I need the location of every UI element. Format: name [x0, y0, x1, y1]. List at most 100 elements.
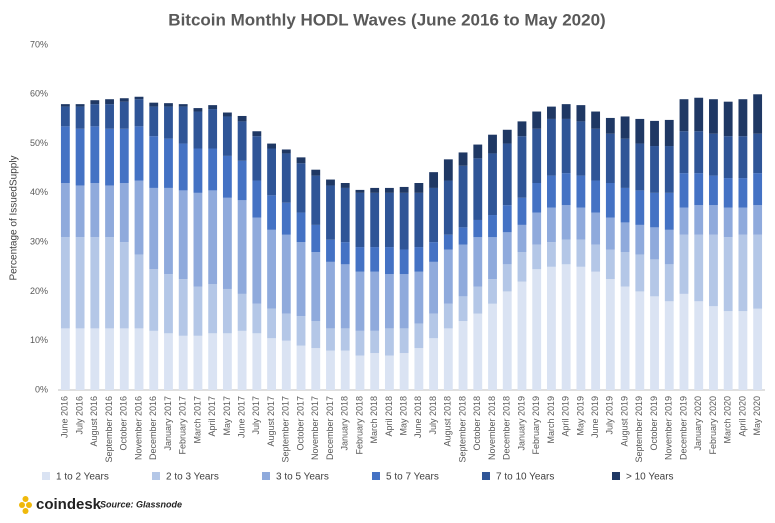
bar-segment — [149, 269, 159, 331]
bar-segment — [296, 242, 306, 317]
bar-segment — [694, 205, 704, 235]
bar-segment — [473, 237, 483, 287]
bar-segment — [208, 284, 218, 334]
bar-segment — [738, 178, 748, 208]
bar-segment — [443, 234, 453, 250]
bar-segment — [664, 192, 674, 230]
bar-segment — [709, 234, 718, 307]
bar-segment — [605, 249, 615, 280]
x-tick-label: February 2017 — [178, 396, 188, 455]
bar-segment — [252, 303, 262, 334]
bar-segment — [591, 180, 601, 213]
bar-segment — [488, 134, 497, 154]
bar-segment — [605, 217, 615, 250]
legend-label: 5 to 7 Years — [386, 472, 439, 483]
bar-segment — [605, 183, 615, 218]
x-tick-label: May 2017 — [222, 396, 232, 436]
bar-segment — [561, 173, 571, 206]
bar-segment — [517, 281, 527, 390]
bar-segment — [237, 115, 247, 122]
bar-segment — [517, 136, 527, 198]
bar-segment — [252, 333, 262, 390]
bar-segment — [311, 224, 321, 252]
x-tick-label: April 2017 — [207, 396, 217, 437]
x-tick-label: November 2019 — [664, 396, 674, 460]
bar-segment — [547, 266, 556, 390]
bar-segment — [281, 340, 291, 390]
bar-segment — [384, 192, 394, 248]
bar-segment — [694, 301, 704, 390]
bar-segment — [738, 136, 748, 179]
bar-segment — [664, 229, 674, 265]
x-tick-label: January 2017 — [163, 396, 173, 451]
x-tick-label: July 2018 — [428, 396, 438, 435]
bar-segment — [326, 239, 335, 262]
bar-segment — [326, 328, 335, 351]
bar-segment — [753, 308, 763, 390]
bar-segment — [281, 202, 291, 235]
bar-segment — [738, 311, 748, 390]
bar-segment — [237, 121, 247, 161]
legend-swatch — [482, 472, 490, 480]
legend-swatch — [372, 472, 380, 480]
bar-segment — [650, 227, 659, 260]
bar-segment — [134, 126, 144, 181]
bar-segment — [164, 138, 173, 188]
bar-segment — [208, 190, 218, 285]
bar-segment — [208, 109, 218, 149]
bar-segment — [473, 219, 483, 238]
bar-segment — [311, 169, 321, 176]
bar-segment — [164, 187, 173, 275]
bar-segment — [193, 286, 203, 336]
bar-segment — [370, 247, 380, 272]
bar-segment — [208, 105, 218, 110]
bar-segment — [149, 330, 159, 390]
bar-segment — [679, 131, 689, 174]
bar-segment — [237, 160, 247, 201]
bar-segment — [355, 189, 365, 193]
bar-segment — [208, 148, 218, 191]
bar-segment — [90, 104, 100, 127]
bar-segment — [738, 234, 748, 312]
bar-segment — [296, 157, 306, 164]
bar-segment — [650, 192, 659, 228]
bar-segment — [547, 118, 556, 176]
bar-segment — [311, 321, 321, 349]
bar-segment — [281, 153, 291, 203]
source-note: Source: Glassnode — [100, 499, 182, 509]
x-tick-label: September 2018 — [457, 396, 467, 463]
bar-segment — [517, 224, 527, 252]
bar-segment — [399, 192, 409, 250]
x-tick-label: March 2019 — [546, 396, 556, 444]
bar-segment — [384, 274, 394, 329]
bar-segment — [753, 94, 763, 134]
bar-segment — [576, 121, 586, 176]
x-tick-label: January 2020 — [693, 396, 703, 451]
bar-segment — [60, 104, 70, 107]
bar-segment — [738, 207, 748, 235]
bar-segment — [591, 244, 601, 272]
x-tick-label: February 2020 — [708, 396, 718, 455]
bar-segment — [753, 234, 763, 309]
bar-segment — [90, 237, 100, 329]
bar-segment — [488, 215, 497, 238]
x-tick-label: September 2019 — [634, 396, 644, 463]
bar-segment — [193, 108, 203, 112]
bar-segment — [429, 313, 439, 339]
brand: coindesk — [36, 496, 102, 513]
bar-segment — [414, 271, 424, 324]
bar-segment — [709, 205, 718, 235]
bar-segment — [296, 316, 306, 346]
bar-segment — [178, 143, 188, 191]
legend-swatch — [42, 472, 50, 480]
x-tick-label: November 2018 — [487, 396, 497, 460]
bar-segment — [679, 173, 689, 208]
bar-segment — [134, 254, 144, 329]
x-tick-label: November 2017 — [310, 396, 320, 460]
bar-segment — [591, 128, 601, 181]
bar-segment — [237, 200, 247, 294]
legend-label: > 10 Years — [626, 472, 674, 483]
bar-segment — [532, 244, 542, 270]
bar-segment — [384, 328, 394, 356]
bar-segment — [222, 197, 232, 289]
